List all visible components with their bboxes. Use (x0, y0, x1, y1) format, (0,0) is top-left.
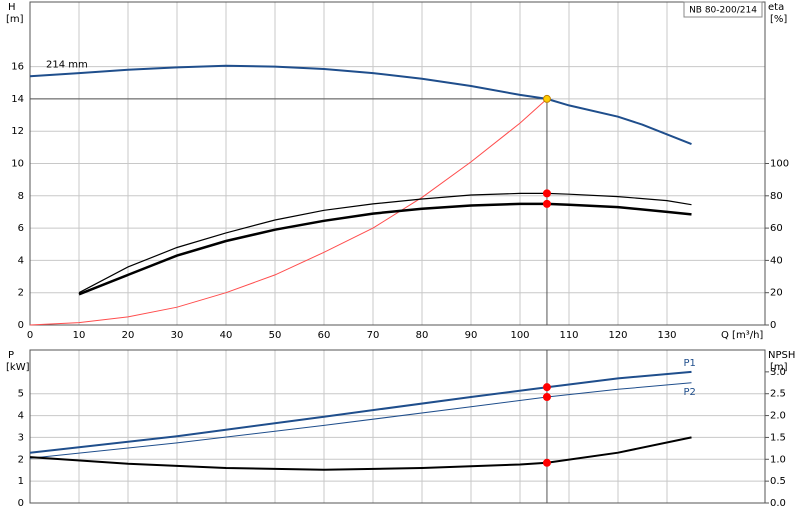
series-label: 214 mm (46, 59, 88, 70)
plot-frame (29, 349, 766, 504)
curve (29, 382, 692, 459)
y-tick-label: 3 (18, 432, 24, 443)
y-tick-label: 1 (18, 476, 24, 487)
y2-axis-label: eta (768, 2, 784, 13)
x-tick-label: 50 (269, 330, 282, 341)
y-tick-label: 4 (18, 255, 24, 266)
y2-tick-label: 2.5 (770, 389, 786, 400)
x-tick-label: 10 (73, 330, 86, 341)
y-tick-label: 2 (18, 288, 24, 299)
y-tick-label: 8 (18, 191, 24, 202)
y2-tick-label: 40 (770, 255, 783, 266)
y2-axis-unit: [m] (770, 362, 788, 373)
curve (29, 64, 692, 146)
x-axis-label: Q [m³/h] (721, 330, 763, 341)
y-tick-label: 16 (11, 62, 24, 73)
series-label: P1 (684, 358, 696, 369)
x-tick-label: 130 (657, 330, 676, 341)
x-tick-label: 90 (465, 330, 478, 341)
x-tick-label: 120 (608, 330, 627, 341)
y2-tick-label: 3.0 (770, 367, 786, 378)
x-tick-label: 20 (122, 330, 135, 341)
x-tick-label: 70 (367, 330, 380, 341)
y-axis-label: P (8, 350, 14, 361)
y-tick-label: 10 (11, 159, 24, 170)
y-tick-label: 2 (18, 454, 24, 465)
x-tick-label: 60 (318, 330, 331, 341)
y2-tick-label: 0 (770, 320, 776, 331)
y2-tick-label: 0.5 (770, 476, 786, 487)
x-tick-label: 110 (559, 330, 578, 341)
y2-axis-unit: [%] (770, 14, 787, 25)
y2-tick-label: 2.0 (770, 411, 786, 422)
x-tick-label: 40 (220, 330, 233, 341)
x-tick-label: 80 (416, 330, 429, 341)
y-tick-label: 0 (18, 498, 24, 509)
y-axis-unit: [kW] (6, 362, 30, 373)
y2-tick-label: 1.0 (770, 454, 786, 465)
y2-tick-label: 0.0 (770, 498, 786, 509)
operating-point (542, 199, 551, 208)
curve (29, 98, 548, 326)
y-tick-label: 12 (11, 126, 24, 137)
operating-point (542, 383, 551, 392)
series-label: P2 (684, 387, 696, 398)
chart-title: NB 80-200/214 (689, 6, 757, 16)
y2-tick-label: 20 (770, 288, 783, 299)
y2-tick-label: 1.5 (770, 432, 786, 443)
y2-tick-label: 80 (770, 191, 783, 202)
y2-tick-label: 100 (770, 159, 789, 170)
y-tick-label: 6 (18, 223, 24, 234)
operating-point (542, 458, 551, 467)
y-tick-label: 14 (11, 94, 24, 105)
title-box (683, 1, 763, 18)
y-axis-unit: [m] (6, 14, 24, 25)
y-tick-label: 0 (18, 320, 24, 331)
plot-frame (29, 1, 766, 326)
y-tick-label: 4 (18, 411, 24, 422)
curve (29, 436, 692, 471)
operating-point (542, 94, 551, 103)
y2-tick-label: 60 (770, 223, 783, 234)
y2-axis-label: NPSH (768, 350, 795, 361)
curve (78, 192, 692, 294)
operating-point (542, 392, 551, 401)
curve (78, 202, 692, 296)
curve (29, 370, 692, 454)
x-tick-label: 30 (171, 330, 184, 341)
y-tick-label: 5 (18, 389, 24, 400)
y-axis-label: H (8, 2, 16, 13)
x-tick-label: 100 (510, 330, 529, 341)
x-tick-label: 0 (27, 330, 33, 341)
operating-point (542, 189, 551, 198)
